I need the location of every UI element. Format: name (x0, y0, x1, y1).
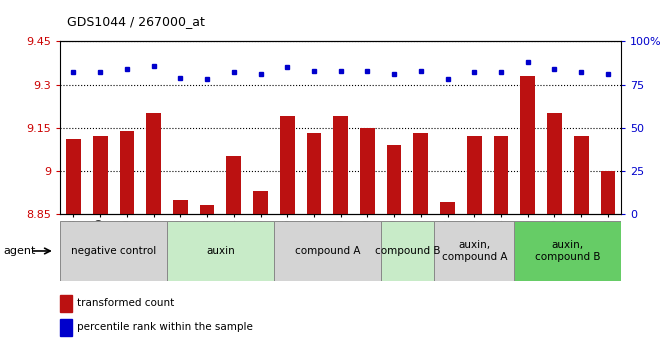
Bar (60, 295, 72, 312)
Bar (173, 199, 188, 214)
Bar (93, 136, 108, 214)
Bar (494, 136, 508, 214)
Text: transformed count: transformed count (77, 298, 174, 308)
Bar (514, 221, 621, 281)
Text: auxin,
compound A: auxin, compound A (442, 240, 507, 262)
Bar (440, 203, 455, 214)
Bar (333, 116, 348, 214)
Bar (601, 171, 615, 214)
Bar (307, 134, 321, 214)
Bar (60, 319, 72, 336)
Bar (66, 139, 81, 214)
Bar (574, 136, 589, 214)
Text: compound B: compound B (375, 246, 440, 256)
Bar (120, 130, 134, 214)
Bar (520, 76, 535, 214)
Bar (381, 221, 434, 281)
Bar (413, 134, 428, 214)
Text: percentile rank within the sample: percentile rank within the sample (77, 323, 253, 333)
Bar (226, 156, 241, 214)
Text: agent: agent (3, 246, 35, 256)
Bar (146, 113, 161, 214)
Bar (467, 136, 482, 214)
Text: negative control: negative control (71, 246, 156, 256)
Bar (253, 191, 268, 214)
Bar (387, 145, 401, 214)
Bar (60, 221, 167, 281)
Bar (274, 221, 381, 281)
Bar (280, 116, 295, 214)
Bar (200, 205, 214, 214)
Text: compound A: compound A (295, 246, 360, 256)
Text: auxin,
compound B: auxin, compound B (535, 240, 601, 262)
Bar (434, 221, 514, 281)
Bar (167, 221, 274, 281)
Bar (360, 128, 375, 214)
Text: GDS1044 / 267000_at: GDS1044 / 267000_at (67, 14, 204, 28)
Text: auxin: auxin (206, 246, 235, 256)
Bar (547, 113, 562, 214)
